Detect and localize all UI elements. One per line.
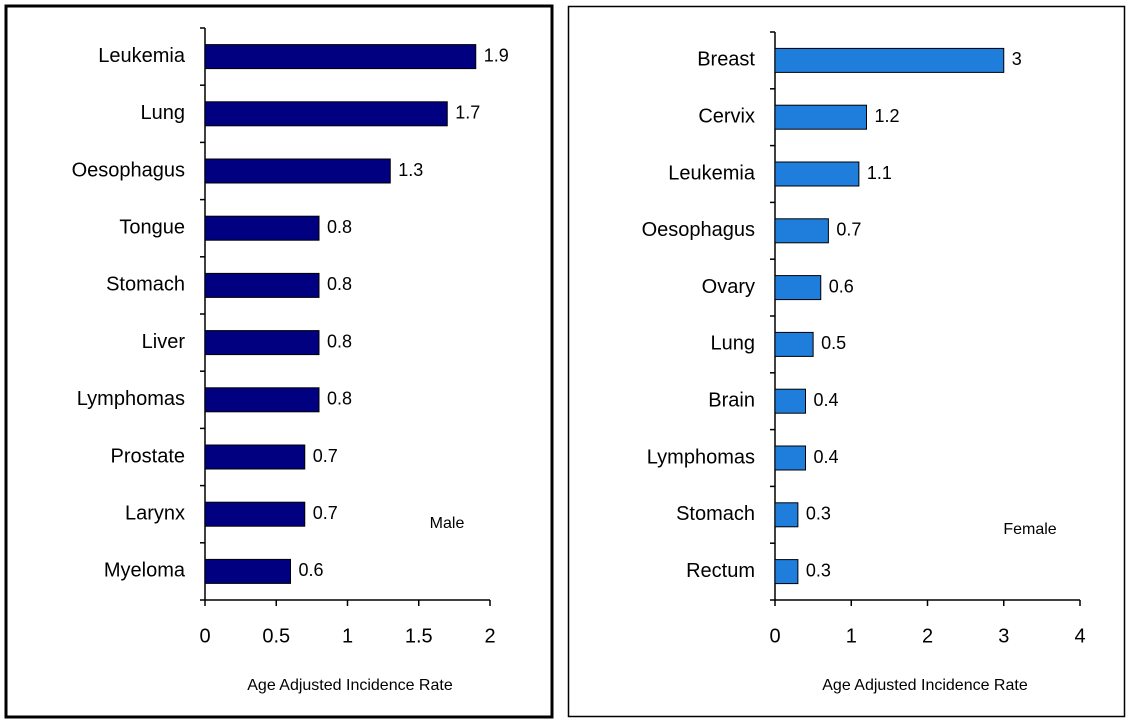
bar xyxy=(774,388,806,414)
category-label: Lung xyxy=(141,102,186,124)
category-label: Liver xyxy=(142,331,186,353)
x-tick-label: 0.5 xyxy=(262,625,290,647)
x-tick-label: 2 xyxy=(922,625,933,647)
x-tick-label: 1 xyxy=(342,625,353,647)
value-label: 0.7 xyxy=(313,446,338,466)
x-tick-label: 3 xyxy=(998,625,1009,647)
category-label: Lymphomas xyxy=(647,446,755,468)
bar xyxy=(204,501,306,527)
x-tick-label: 0 xyxy=(199,625,210,647)
annotation: Female xyxy=(1003,521,1056,538)
value-label: 1.7 xyxy=(455,103,480,123)
x-tick-label: 1.5 xyxy=(405,625,433,647)
panel-border xyxy=(567,5,1126,718)
bar xyxy=(204,44,477,70)
bar xyxy=(204,101,448,127)
category-label: Brain xyxy=(708,389,755,411)
bar xyxy=(204,558,291,584)
value-label: 0.8 xyxy=(327,389,352,409)
bar xyxy=(204,387,320,413)
bar xyxy=(774,275,822,301)
bar xyxy=(204,272,320,298)
category-label: Cervix xyxy=(698,105,755,127)
category-label: Lymphomas xyxy=(77,388,185,410)
value-label: 0.8 xyxy=(327,217,352,237)
category-label: Rectum xyxy=(686,560,755,582)
x-axis-label: Age Adjusted Incidence Rate xyxy=(247,677,453,694)
category-label: Oesophagus xyxy=(642,219,755,241)
bar xyxy=(774,161,860,187)
value-label: 1.9 xyxy=(484,45,509,65)
category-label: Myeloma xyxy=(104,560,186,582)
bar xyxy=(774,331,814,357)
value-label: 0.7 xyxy=(313,503,338,523)
category-label: Tongue xyxy=(119,216,185,238)
annotation: Male xyxy=(430,515,465,532)
category-label: Breast xyxy=(697,49,755,71)
bar xyxy=(204,330,320,356)
bar xyxy=(774,104,867,130)
category-label: Larynx xyxy=(125,502,185,524)
value-label: 0.8 xyxy=(327,274,352,294)
x-axis-label: Age Adjusted Incidence Rate xyxy=(822,677,1028,694)
x-tick-label: 1 xyxy=(846,625,857,647)
x-tick-label: 0 xyxy=(769,625,780,647)
category-label: Ovary xyxy=(702,276,755,298)
bar xyxy=(774,445,806,471)
value-label: 0.3 xyxy=(806,560,831,580)
bar xyxy=(774,218,829,244)
panel-border xyxy=(4,4,554,719)
value-label: 0.7 xyxy=(836,220,861,240)
value-label: 0.4 xyxy=(814,447,839,467)
value-label: 0.6 xyxy=(299,560,324,580)
value-label: 0.6 xyxy=(829,276,854,296)
bar xyxy=(774,47,1005,73)
category-label: Lung xyxy=(711,333,756,355)
bar xyxy=(204,444,306,470)
value-label: 3 xyxy=(1012,49,1022,69)
x-tick-label: 2 xyxy=(484,625,495,647)
x-tick-label: 4 xyxy=(1074,625,1085,647)
value-label: 0.8 xyxy=(327,331,352,351)
category-label: Stomach xyxy=(676,503,755,525)
category-label: Stomach xyxy=(106,274,185,296)
value-label: 0.5 xyxy=(821,333,846,353)
value-label: 1.3 xyxy=(398,160,423,180)
bar xyxy=(774,559,799,585)
value-label: 1.1 xyxy=(867,163,892,183)
bar xyxy=(774,502,799,528)
bar xyxy=(204,158,391,184)
bar xyxy=(204,215,320,241)
category-label: Leukemia xyxy=(98,45,186,67)
value-label: 1.2 xyxy=(875,106,900,126)
value-label: 0.4 xyxy=(814,390,839,410)
category-label: Leukemia xyxy=(668,162,756,184)
value-label: 0.3 xyxy=(806,504,831,524)
category-label: Oesophagus xyxy=(72,159,185,181)
category-label: Prostate xyxy=(111,445,185,467)
